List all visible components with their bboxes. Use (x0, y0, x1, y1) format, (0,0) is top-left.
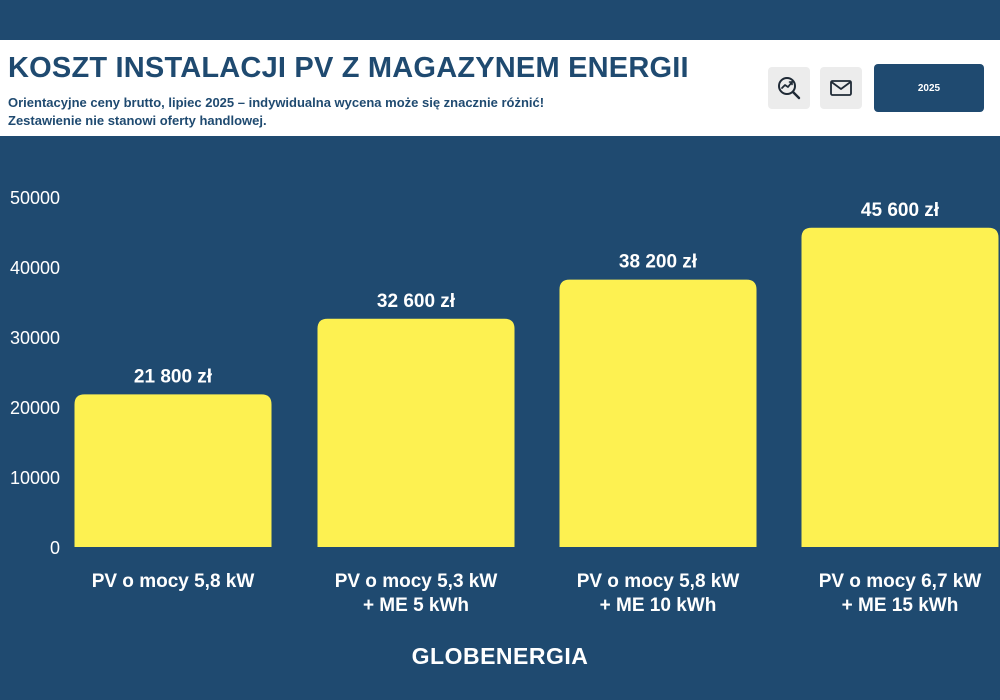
y-tick-label: 10000 (10, 468, 60, 488)
bar-3 (559, 279, 757, 547)
subtitle-line-2: Zestawienie nie stanowi oferty handlowej… (8, 113, 267, 128)
bar-1 (74, 394, 272, 547)
subtitle-line-1: Orientacyjne ceny brutto, lipiec 2025 – … (8, 95, 545, 110)
bar-2 (317, 318, 515, 547)
y-tick-label: 0 (50, 538, 60, 558)
y-tick-label: 50000 (10, 188, 60, 208)
category-label: + ME 10 kWh (600, 595, 717, 616)
year-button[interactable]: 2025 (874, 64, 984, 112)
mail-button[interactable] (820, 67, 862, 109)
category-label: PV o mocy 5,3 kW (335, 571, 498, 592)
data-label-3: 38 200 zł (619, 252, 698, 273)
y-tick-label: 30000 (10, 328, 60, 348)
category-label: PV o mocy 6,7 kW (819, 571, 982, 592)
brand-logo-text: GLOBENERGIA (411, 643, 589, 669)
search-analytics-icon (778, 77, 801, 100)
search-analytics-button[interactable] (768, 67, 810, 109)
header-panel: KOSZT INSTALACJI PV Z MAGAZYNEM ENERGII … (0, 40, 1000, 136)
data-label-4: 45 600 zł (861, 200, 940, 221)
category-label: + ME 15 kWh (842, 595, 959, 616)
category-label: PV o mocy 5,8 kW (577, 571, 740, 592)
data-label-2: 32 600 zł (377, 291, 456, 312)
page-subtitle: Orientacyjne ceny brutto, lipiec 2025 – … (8, 94, 708, 130)
category-label: PV o mocy 5,8 kW (92, 571, 255, 592)
bar-4 (801, 227, 999, 548)
category-label: + ME 5 kWh (363, 595, 469, 616)
y-tick-label: 40000 (10, 258, 60, 278)
mail-icon (830, 80, 852, 96)
page-title: KOSZT INSTALACJI PV Z MAGAZYNEM ENERGII (8, 52, 689, 84)
data-label-1: 21 800 zł (134, 366, 213, 387)
y-tick-label: 20000 (10, 398, 60, 418)
